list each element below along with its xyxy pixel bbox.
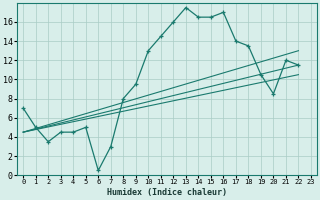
X-axis label: Humidex (Indice chaleur): Humidex (Indice chaleur) [107,188,227,197]
